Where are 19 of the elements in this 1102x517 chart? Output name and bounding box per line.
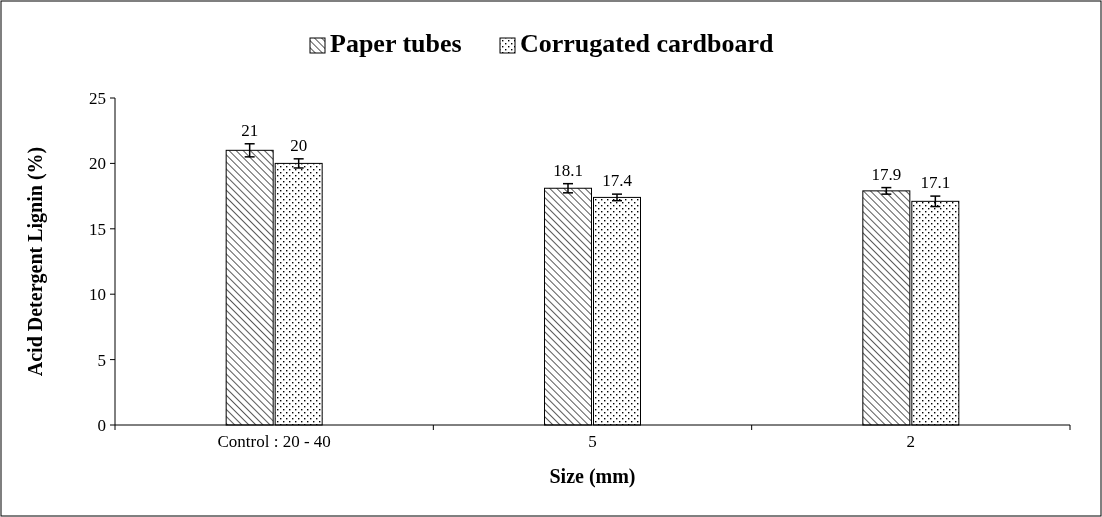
legend-label: Corrugated cardboard — [520, 29, 775, 58]
y-axis-title: Acid Detergent Lignin (%) — [24, 146, 47, 377]
data-label: 20 — [290, 135, 308, 155]
data-label: 21 — [241, 120, 259, 140]
x-axis-title: Size (mm) — [549, 465, 636, 488]
y-tick-label: 15 — [89, 219, 106, 239]
y-tick-label: 5 — [97, 350, 106, 370]
data-label: 18.1 — [553, 160, 583, 180]
x-tick-label: 2 — [906, 432, 916, 451]
y-tick-label: 25 — [89, 88, 106, 108]
x-tick-label: Control : 20 - 40 — [217, 432, 331, 451]
x-tick-label: 5 — [588, 432, 597, 451]
legend-label: Paper tubes — [330, 29, 462, 58]
y-tick-label: 10 — [89, 285, 106, 305]
data-label: 17.4 — [602, 171, 633, 191]
data-label: 17.1 — [920, 173, 951, 193]
y-tick-label: 0 — [97, 415, 106, 435]
data-label: 17.9 — [871, 164, 902, 184]
y-tick-label: 20 — [89, 154, 106, 174]
